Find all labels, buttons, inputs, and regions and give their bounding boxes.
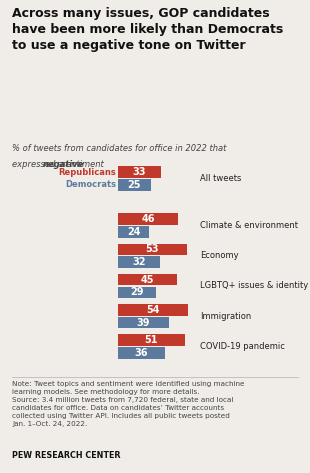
Bar: [118, 256, 160, 268]
Text: 39: 39: [137, 317, 150, 328]
Text: Economy: Economy: [200, 251, 239, 260]
Text: 25: 25: [127, 180, 141, 190]
Text: PEW RESEARCH CENTER: PEW RESEARCH CENTER: [12, 451, 121, 460]
Text: 29: 29: [130, 287, 144, 298]
Text: 33: 33: [133, 167, 146, 177]
Text: Climate & environment: Climate & environment: [200, 221, 298, 230]
Bar: [118, 274, 177, 285]
Text: Republicans: Republicans: [59, 168, 117, 177]
Text: 24: 24: [127, 227, 140, 237]
Text: 45: 45: [140, 275, 154, 285]
Text: All tweets: All tweets: [200, 174, 241, 183]
Bar: [118, 179, 151, 191]
Bar: [118, 226, 149, 237]
Text: 32: 32: [132, 257, 145, 267]
Text: expressed a: expressed a: [12, 160, 66, 169]
Bar: [118, 213, 178, 225]
Text: Across many issues, GOP candidates
have been more likely than Democrats
to use a: Across many issues, GOP candidates have …: [12, 7, 284, 52]
Bar: [118, 317, 169, 328]
Bar: [118, 166, 161, 178]
Bar: [118, 304, 188, 315]
Bar: [118, 287, 156, 298]
Text: Immigration: Immigration: [200, 312, 251, 321]
Text: sentiment: sentiment: [59, 160, 104, 169]
Text: LGBTQ+ issues & identity: LGBTQ+ issues & identity: [200, 281, 308, 290]
Text: Note: Tweet topics and sentiment were identified using machine
learning models. : Note: Tweet topics and sentiment were id…: [12, 381, 245, 427]
Text: negative: negative: [43, 160, 84, 169]
Bar: [118, 244, 187, 255]
Text: 51: 51: [144, 335, 158, 345]
Text: 53: 53: [146, 245, 159, 254]
Text: COVID-19 pandemic: COVID-19 pandemic: [200, 342, 285, 351]
Bar: [118, 347, 165, 359]
Text: % of tweets from candidates for office in 2022 that: % of tweets from candidates for office i…: [12, 144, 227, 153]
Text: Democrats: Democrats: [65, 180, 117, 189]
Text: 54: 54: [146, 305, 160, 315]
Text: 46: 46: [141, 214, 155, 224]
Bar: [118, 334, 184, 346]
Text: 36: 36: [135, 348, 148, 358]
